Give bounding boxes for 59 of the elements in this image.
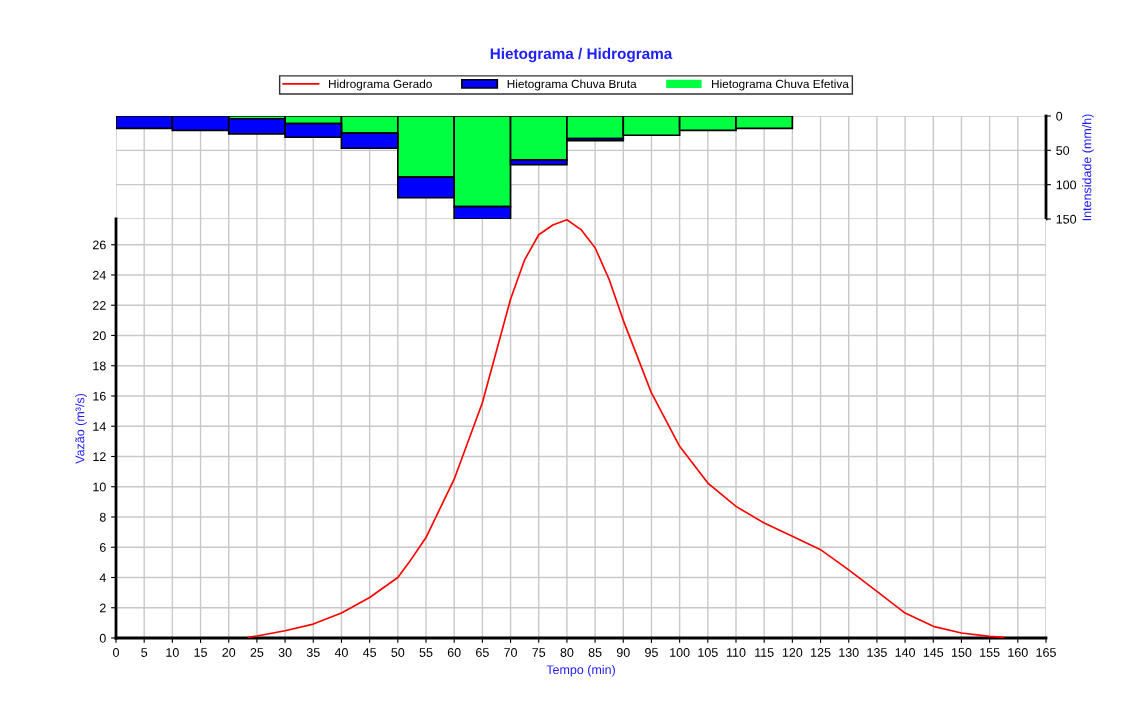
x-tick-label: 95 [645,648,658,657]
y-tick-label: 20 [93,331,106,341]
x-axis-title: Tempo (min) [546,664,615,677]
x-tick-label: 25 [250,648,264,657]
y-tick-label: 150 [1056,214,1077,224]
x-tick-label: 55 [419,648,433,657]
x-tick-label: 40 [334,648,348,657]
x-tick-label: 165 [1036,648,1056,657]
x-tick-label: 90 [616,648,630,657]
x-tick-label: 50 [391,648,405,657]
x-tick-label: 15 [194,648,207,657]
x-tick-label: 110 [726,648,746,657]
x-tick-label: 45 [362,648,377,657]
y-tick-label: 8 [99,512,106,522]
x-tick-label: 100 [670,648,690,657]
x-tick-label: 85 [588,648,602,657]
x-tick-label: 130 [839,648,859,657]
x-tick-label: 120 [782,648,803,657]
legend-label: Hidrograma Gerado [329,79,432,91]
y-tick-label: 10 [93,482,106,492]
legend-label: Hietograma Chuva Bruta [507,79,637,91]
x-tick-label: 65 [476,648,489,657]
x-tick-label: 160 [1008,648,1028,657]
x-tick-label: 10 [166,648,179,657]
x-tick-label: 125 [811,648,831,657]
y-tick-label: 26 [93,240,106,250]
y-tick-label: 24 [93,270,106,280]
y-tick-label: 50 [1056,146,1070,155]
x-tick-label: 155 [980,648,1000,657]
x-tick-label: 145 [923,648,944,657]
y-tick-label: 12 [93,452,106,462]
legend-label: Hietograma Chuva Efetiva [712,79,849,91]
x-tick-label: 135 [867,648,887,657]
y-tick-label: 2 [99,603,106,613]
x-tick-label: 20 [222,648,236,657]
y-tick-label: 18 [93,361,106,371]
y-tick-label: 0 [1056,111,1063,121]
x-tick-label: 140 [895,648,916,657]
x-tick-label: 60 [447,648,461,657]
y-axis-title: Vazão (m³/s) [75,393,87,464]
x-tick-label: 5 [141,648,148,657]
x-tick-label: 115 [755,648,774,657]
y-tick-label: 4 [99,573,106,583]
x-tick-label: 105 [698,648,718,657]
x-tick-label: 150 [951,648,972,657]
x-tick-label: 75 [532,648,546,657]
y-tick-label: 6 [99,543,106,552]
x-tick-label: 30 [278,648,292,657]
y-tick-label: 22 [93,301,106,310]
x-tick-label: 0 [113,648,119,657]
x-tick-label: 35 [306,648,320,657]
y-tick-label: 0 [99,633,106,643]
y-axis-title: Intensidade (mm/h) [1082,114,1094,221]
x-tick-label: 80 [560,648,574,657]
y-tick-label: 14 [93,422,106,431]
y-tick-label: 100 [1056,180,1077,190]
x-tick-label: 70 [504,648,518,657]
chart-title: Hietograma / Hidrograma [490,47,673,63]
y-tick-label: 16 [93,391,106,401]
